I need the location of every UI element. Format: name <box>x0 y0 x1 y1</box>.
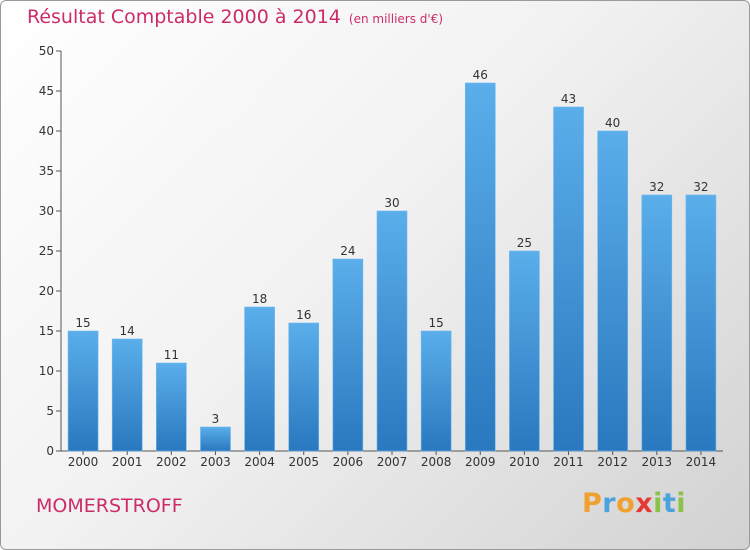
bar <box>288 322 320 452</box>
x-tick-label: 2002 <box>156 455 187 469</box>
y-tick-label: 45 <box>39 84 54 98</box>
y-tick-label: 0 <box>46 444 54 458</box>
bar <box>464 82 496 452</box>
bar <box>553 106 584 452</box>
bar <box>111 338 143 452</box>
data-label: 11 <box>164 348 179 362</box>
bar <box>509 250 540 452</box>
logo-letter: i <box>653 488 663 519</box>
bar <box>597 130 628 452</box>
bar <box>685 194 717 452</box>
x-tick-label: 2014 <box>686 455 717 469</box>
bar <box>244 306 275 452</box>
data-label: 3 <box>212 412 220 426</box>
x-tick-label: 2006 <box>333 455 364 469</box>
logo-letter: o <box>616 488 636 519</box>
town-name: MOMERSTROFF <box>36 495 183 517</box>
x-tick-label: 2001 <box>112 455 143 469</box>
y-tick-label: 5 <box>46 404 54 418</box>
proxiti-logo: Proxiti <box>582 488 686 519</box>
x-tick-label: 2013 <box>642 455 673 469</box>
logo-letter: x <box>635 488 654 519</box>
y-tick-label: 15 <box>39 324 54 338</box>
data-label: 25 <box>517 236 532 250</box>
chart-bars <box>67 82 717 452</box>
x-tick-label: 2011 <box>553 455 584 469</box>
data-label: 15 <box>75 316 90 330</box>
data-label: 24 <box>340 244 355 258</box>
x-tick-label: 2005 <box>288 455 319 469</box>
bar <box>420 330 452 452</box>
y-tick-label: 25 <box>39 244 54 258</box>
data-label: 32 <box>649 180 664 194</box>
data-label: 43 <box>561 92 576 106</box>
chart-title-main: Résultat Comptable 2000 à 2014 <box>27 6 341 28</box>
y-tick-label: 30 <box>39 204 54 218</box>
x-tick-label: 2004 <box>244 455 275 469</box>
bar <box>641 194 673 452</box>
y-tick-label: 20 <box>39 284 54 298</box>
x-tick-label: 2003 <box>200 455 231 469</box>
y-tick-label: 10 <box>39 364 54 378</box>
logo-letter: i <box>676 488 687 519</box>
bar <box>200 426 231 452</box>
x-tick-label: 2009 <box>465 455 496 469</box>
data-label: 16 <box>296 308 311 322</box>
data-label: 30 <box>384 196 399 210</box>
data-label: 15 <box>428 316 443 330</box>
chart-title: Résultat Comptable 2000 à 2014 (en millie… <box>27 6 443 28</box>
data-label: 32 <box>693 180 708 194</box>
bar <box>67 330 99 452</box>
logo-letter: r <box>602 488 617 519</box>
data-label: 40 <box>605 116 620 130</box>
x-tick-label: 2008 <box>421 455 452 469</box>
logo-letter: P <box>582 488 603 519</box>
y-tick-label: 40 <box>39 124 54 138</box>
data-label: 14 <box>120 324 135 338</box>
data-label: 46 <box>473 68 488 82</box>
logo-letter: t <box>662 488 677 519</box>
y-tick-label: 50 <box>39 44 54 58</box>
bar <box>156 362 187 452</box>
data-label: 18 <box>252 292 267 306</box>
chart-title-unit: (en milliers d'€) <box>348 12 444 26</box>
chart-labels: 2000 15 2001 14 2002 11 2003 3 2004 18 2005 16 2006 2… <box>68 68 716 469</box>
x-tick-label: 2010 <box>509 455 540 469</box>
bar <box>376 210 408 452</box>
y-tick-label: 35 <box>39 164 54 178</box>
x-tick-label: 2012 <box>597 455 628 469</box>
bar <box>332 258 364 452</box>
x-tick-label: 2000 <box>68 455 99 469</box>
x-tick-label: 2007 <box>377 455 408 469</box>
